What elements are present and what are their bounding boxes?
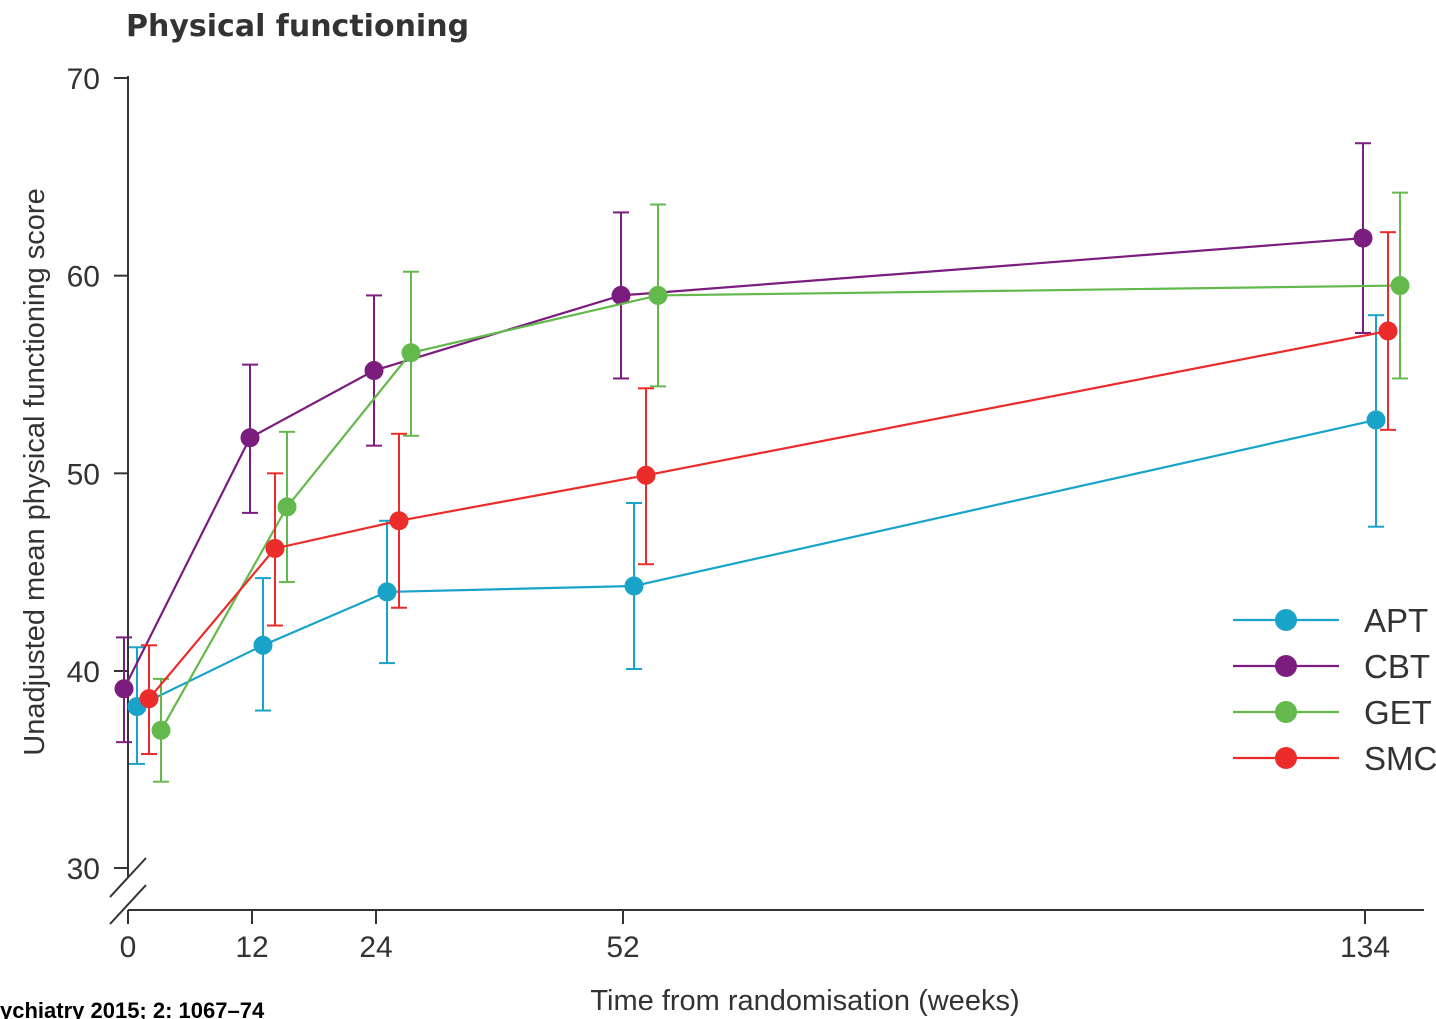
- data-point: [364, 361, 384, 381]
- legend-marker: [1275, 747, 1297, 769]
- series-apt: [127, 314, 1386, 765]
- legend: APT CBT GET SMC: [1233, 602, 1436, 777]
- data-point: [114, 679, 134, 699]
- axis-break-marks: [109, 857, 147, 925]
- legend-label: GET: [1364, 694, 1432, 731]
- x-ticks: 0 12 24 52 134: [120, 910, 1390, 964]
- axes: [109, 76, 1424, 925]
- data-point: [648, 285, 668, 305]
- legend-marker: [1275, 609, 1297, 631]
- y-tick-label: 30: [67, 853, 100, 886]
- x-tick-label: 52: [606, 931, 639, 964]
- y-tick-label: 40: [67, 656, 100, 689]
- x-tick-label: 0: [120, 931, 137, 964]
- x-tick-label: 12: [235, 931, 268, 964]
- data-point: [253, 635, 273, 655]
- data-point: [1378, 321, 1398, 341]
- data-point: [624, 576, 644, 596]
- x-tick-label: 24: [359, 931, 392, 964]
- legend-label: CBT: [1364, 648, 1430, 685]
- data-point: [1353, 228, 1373, 248]
- series-line-smc: [148, 329, 1389, 700]
- y-tick-label: 70: [67, 63, 100, 96]
- data-point: [1366, 410, 1386, 430]
- series-layer: [114, 142, 1410, 783]
- data-point: [377, 582, 397, 602]
- series-get: [151, 191, 1410, 783]
- data-point: [139, 689, 159, 709]
- y-axis-label: Unadjusted mean physical functioning sco…: [19, 188, 51, 755]
- legend-item-apt: APT: [1233, 602, 1428, 639]
- legend-item-get: GET: [1233, 694, 1432, 731]
- chart-title: Physical functioning: [126, 9, 469, 44]
- data-point: [240, 428, 260, 448]
- data-point: [151, 720, 171, 740]
- data-point: [611, 285, 631, 305]
- y-ticks: 30 40 50 60 70: [67, 63, 128, 886]
- series-cbt: [114, 142, 1373, 744]
- legend-marker: [1275, 655, 1297, 677]
- citation-text: ychiatry 2015; 2: 1067–74: [0, 998, 265, 1019]
- data-point: [277, 497, 297, 517]
- x-axis-label: Time from randomisation (weeks): [590, 985, 1019, 1017]
- data-point: [389, 511, 409, 531]
- x-tick-label: 134: [1340, 931, 1390, 964]
- data-point: [636, 465, 656, 485]
- legend-label: SMC: [1364, 740, 1436, 777]
- y-tick-label: 60: [67, 261, 100, 294]
- y-tick-label: 50: [67, 458, 100, 491]
- data-point: [401, 343, 421, 363]
- series-smc: [139, 231, 1398, 756]
- data-point: [265, 538, 285, 558]
- legend-item-smc: SMC: [1233, 740, 1436, 777]
- data-point: [1390, 276, 1410, 296]
- legend-label: APT: [1364, 602, 1428, 639]
- legend-marker: [1275, 701, 1297, 723]
- series-line-get: [160, 284, 1401, 731]
- legend-item-cbt: CBT: [1233, 648, 1430, 685]
